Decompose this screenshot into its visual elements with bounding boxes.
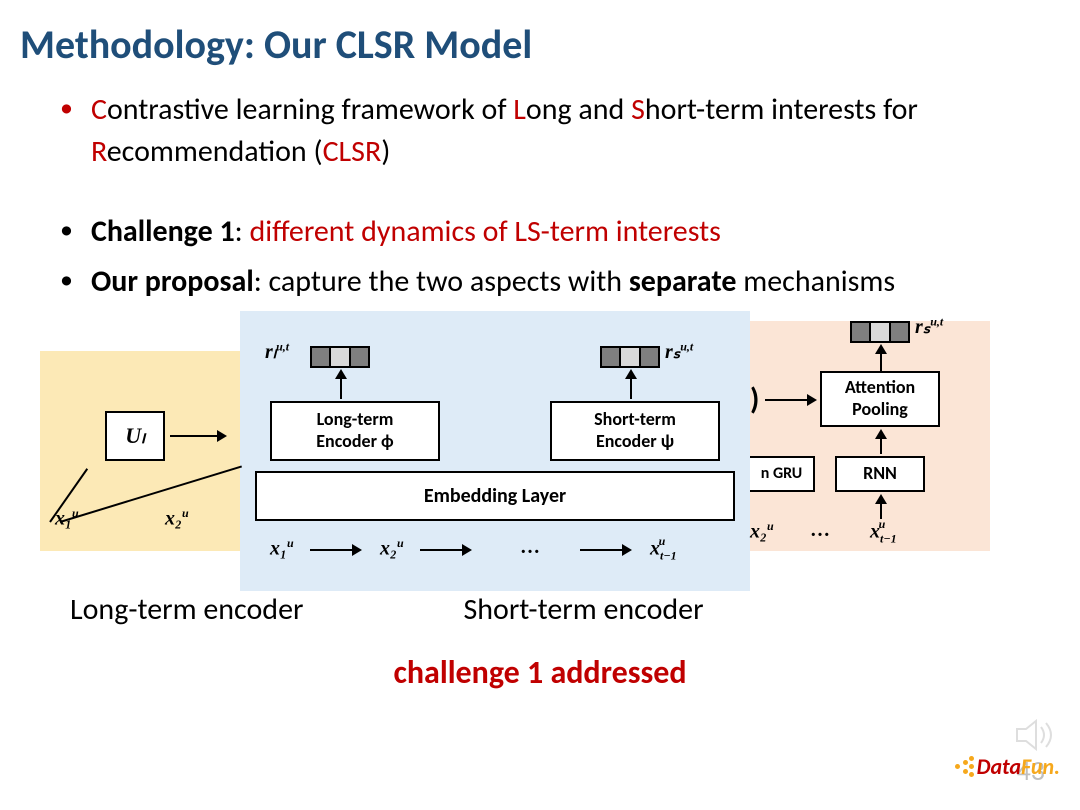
bullet-1-t3: hort-term interests for [645,91,918,128]
bullet-marker: • [60,89,73,173]
bullet-1: • Contrastive learning framework of Long… [60,89,1030,173]
label-dots-pink: … [810,519,830,542]
logo-text: DataFun. [977,753,1060,780]
arrow-seq-2 [420,549,470,551]
bullet-3: • Our proposal: capture the two aspects … [60,261,1030,303]
bullet-2-colon: : [235,213,250,250]
bullet-3-t1: : capture the two aspects with [254,263,629,300]
box-attention-pooling: AttentionPooling [820,371,940,427]
vec-rs [600,346,660,368]
label-rs: rₛu,t [665,339,693,364]
bullet-2-text: different dynamics of LS-term interests [249,213,720,250]
bullet-3-separate: separate [629,263,737,300]
caption-left: Long-term encoder [70,591,303,628]
vec-rl [310,346,370,368]
slide-content: • Contrastive learning framework of Long… [0,79,1080,303]
label-xt1-pink: xt−1u [870,519,885,547]
label-rl: rₗu,t [265,339,289,364]
bullet-1-L: L [513,91,526,128]
label-x2-pink: x₂u [750,519,774,544]
bullet-1-t5: ) [381,133,390,170]
logo-dots-icon [953,756,975,778]
arrow-rs-right [880,346,882,371]
arrow-rl [340,371,342,399]
arrow-seq-1 [310,549,360,551]
arrow-x-rnn [880,496,882,519]
bullet-1-t2: ong and [526,91,631,128]
label-x2-blue: x₂u [380,536,404,561]
label-dots-blue: … [520,536,540,559]
bullet-1-S: S [631,91,645,128]
arrow-to-attn [765,399,815,401]
box-long-encoder: Long-termEncoder ϕ [270,401,440,461]
diagram-captions: Long-term encoder Short-term encoder [0,591,1080,628]
arrow-rnn-attn [880,431,882,454]
architecture-diagram: Uₗ x₁u x₂u Long-termEncoder ϕ Short-term… [20,311,1000,591]
box-gru-cut: n GRU [750,456,815,492]
arrow-ul-out [170,435,225,437]
challenge-addressed: challenge 1 addressed [0,653,1080,692]
bullet-1-t4: ecommendation ( [107,133,323,170]
slide-title: Methodology: Our CLSR Model [0,0,1080,79]
bullet-1-t1: ontrastive learning framework of [107,91,513,128]
datafun-logo: DataFun. [953,753,1060,780]
label-rs-right: rₛu,t [915,314,943,339]
arrow-rs [630,371,632,399]
bullet-marker: • [60,211,73,253]
label-x2-yellow: x₂u [165,506,189,531]
bullet-1-C: C [91,91,107,128]
label-xt1-blue: xt−1u [650,536,665,564]
bullet-1-R: R [91,133,107,170]
bullet-2-label: Challenge 1 [91,213,235,250]
vec-rs-right [850,321,910,343]
label-x1-blue: x₁u [270,536,294,561]
box-rnn: RNN [835,456,925,492]
caption-right: Short-term encoder [463,591,703,628]
box-short-encoder: Short-termEncoder ψ [550,401,720,461]
bullet-1-CLSR: CLSR [323,133,382,170]
box-cut-paren: ) [750,381,759,418]
arrow-seq-3 [580,549,630,551]
box-ul: Uₗ [105,411,165,461]
bullet-2: • Challenge 1: different dynamics of LS-… [60,211,1030,253]
box-embedding: Embedding Layer [255,471,735,521]
label-x1-yellow: x₁u [55,506,79,531]
bullet-3-t2: mechanisms [736,263,895,300]
bullet-3-label: Our proposal [91,263,254,300]
bullet-marker: • [60,261,73,303]
